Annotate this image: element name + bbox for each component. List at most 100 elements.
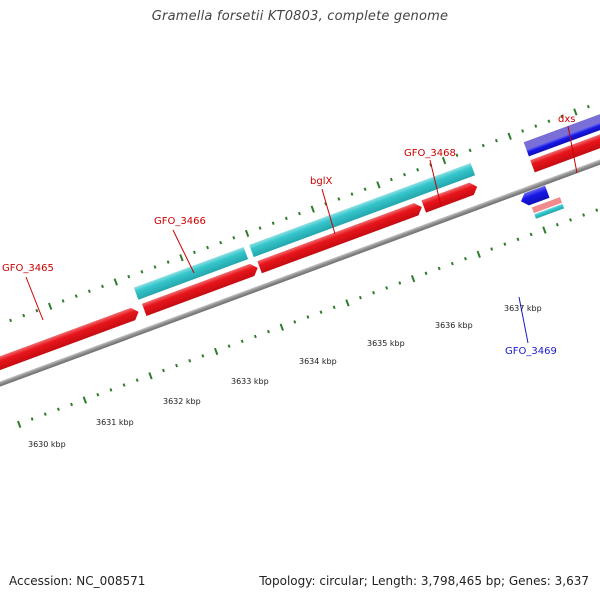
outer-tick-mark [167, 260, 170, 264]
outer-tick-mark [35, 309, 38, 313]
outer-tick-mark [219, 241, 222, 245]
inner-tick-mark [280, 324, 284, 331]
inner-tick-mark [333, 306, 336, 310]
inner-tick-mark [503, 242, 506, 246]
kbp-label: 3632 kbp [163, 397, 201, 406]
accession-text: Accession: NC_008571 [9, 574, 145, 588]
gene-label-gfo-3468[interactable]: GFO_3468 [404, 148, 456, 159]
outer-tick-mark [9, 319, 12, 323]
inner-tick-mark [83, 396, 87, 403]
outer-tick-mark [456, 153, 459, 157]
outer-tick-mark [259, 226, 262, 230]
outer-tick-mark [587, 105, 590, 109]
inner-tick-mark [320, 310, 323, 314]
outer-tick-mark [22, 314, 25, 318]
inner-tick-mark [241, 340, 244, 344]
inner-tick-mark [451, 262, 454, 266]
inner-tick-mark [175, 364, 178, 368]
outer-tick-mark [311, 206, 315, 213]
inner-tick-mark [123, 383, 126, 387]
inner-tick-mark [70, 403, 73, 407]
inner-tick-mark [542, 226, 546, 233]
inner-tick-mark [162, 369, 165, 373]
outer-tick-mark [179, 254, 183, 261]
inner-tick-mark [556, 223, 559, 227]
outer-tick-mark [140, 270, 143, 274]
inner-tick-mark [425, 272, 428, 276]
feature-layer [0, 99, 600, 420]
gene-label-gfo-3465[interactable]: GFO_3465 [2, 263, 54, 274]
outer-tick-mark [232, 236, 235, 240]
outer-tick-mark [48, 303, 52, 310]
inner-tick-mark [148, 372, 152, 379]
gene-label-bglx[interactable]: bglX [310, 176, 332, 187]
genome-summary-text: Topology: circular; Length: 3,798,465 bp… [259, 574, 589, 588]
inner-tick-mark [293, 320, 296, 324]
callout-gfo-3466 [173, 230, 194, 273]
inner-tick-mark [188, 359, 191, 363]
outer-tick-mark [390, 178, 393, 182]
inner-tick-mark [31, 417, 34, 421]
inner-tick-mark [109, 388, 112, 392]
outer-tick-mark [193, 251, 196, 255]
inner-tick-mark [398, 281, 401, 285]
kbp-label: 3631 kbp [96, 418, 134, 427]
outer-tick-mark [206, 246, 209, 250]
outer-tick-mark [495, 139, 498, 143]
inner-tick-mark [96, 393, 99, 397]
gene-bglx[interactable] [249, 163, 475, 257]
outer-tick-mark [127, 275, 130, 279]
inner-tick-mark [44, 412, 47, 416]
inner-tick-mark [306, 315, 309, 319]
outer-tick-mark [101, 285, 104, 289]
kbp-label: 3637 kbp [504, 304, 542, 313]
outer-tick-mark [482, 144, 485, 148]
outer-tick-mark [469, 149, 472, 153]
callout-gfo-3465 [26, 277, 43, 320]
inner-tick-mark [267, 330, 270, 334]
outer-tick-mark [75, 294, 78, 298]
outer-tick-mark [337, 197, 340, 201]
outer-tick-mark [534, 124, 537, 128]
inner-tick-mark [582, 213, 585, 217]
map-title: Gramella forsetii KT0803, complete genom… [0, 9, 600, 24]
kbp-label: 3634 kbp [299, 357, 337, 366]
outer-tick-mark [547, 119, 550, 123]
outer-tick-mark [154, 265, 157, 269]
outer-tick-mark [285, 217, 288, 221]
kbp-label: 3630 kbp [28, 440, 66, 449]
outer-tick-mark [364, 187, 367, 191]
inner-tick-mark [228, 344, 231, 348]
inner-tick-mark [477, 251, 481, 258]
inner-tick-mark [17, 421, 21, 428]
outer-tick-mark [114, 278, 118, 285]
inner-tick-mark [359, 296, 362, 300]
outer-tick-mark [351, 192, 354, 196]
kbp-label: 3633 kbp [231, 377, 269, 386]
inner-tick-mark [490, 247, 493, 251]
inner-tick-mark [201, 354, 204, 358]
gene-label-gfo-3469[interactable]: GFO_3469 [505, 346, 557, 357]
outer-tick-mark [272, 221, 275, 225]
outer-tick-mark [403, 173, 406, 177]
outer-tick-mark [88, 289, 91, 293]
inner-tick-mark [438, 267, 441, 271]
inner-tick-mark [372, 291, 375, 295]
inner-tick-mark [214, 348, 218, 355]
outer-tick-mark [245, 230, 249, 237]
inner-tick-mark [345, 299, 349, 306]
kbp-label: 3635 kbp [367, 339, 405, 348]
inner-tick-mark [517, 238, 520, 242]
inner-tick-mark [569, 218, 572, 222]
inner-tick-mark [595, 208, 598, 212]
inner-tick-mark [57, 408, 60, 412]
outer-tick-mark [62, 299, 65, 303]
gene-label-dxs[interactable]: dxs [558, 114, 575, 125]
genome-track [0, 86, 600, 436]
inner-tick-mark [254, 335, 257, 339]
outer-tick-mark [376, 181, 380, 188]
gene-label-gfo-3466[interactable]: GFO_3466 [154, 216, 206, 227]
outer-tick-mark [508, 133, 512, 140]
